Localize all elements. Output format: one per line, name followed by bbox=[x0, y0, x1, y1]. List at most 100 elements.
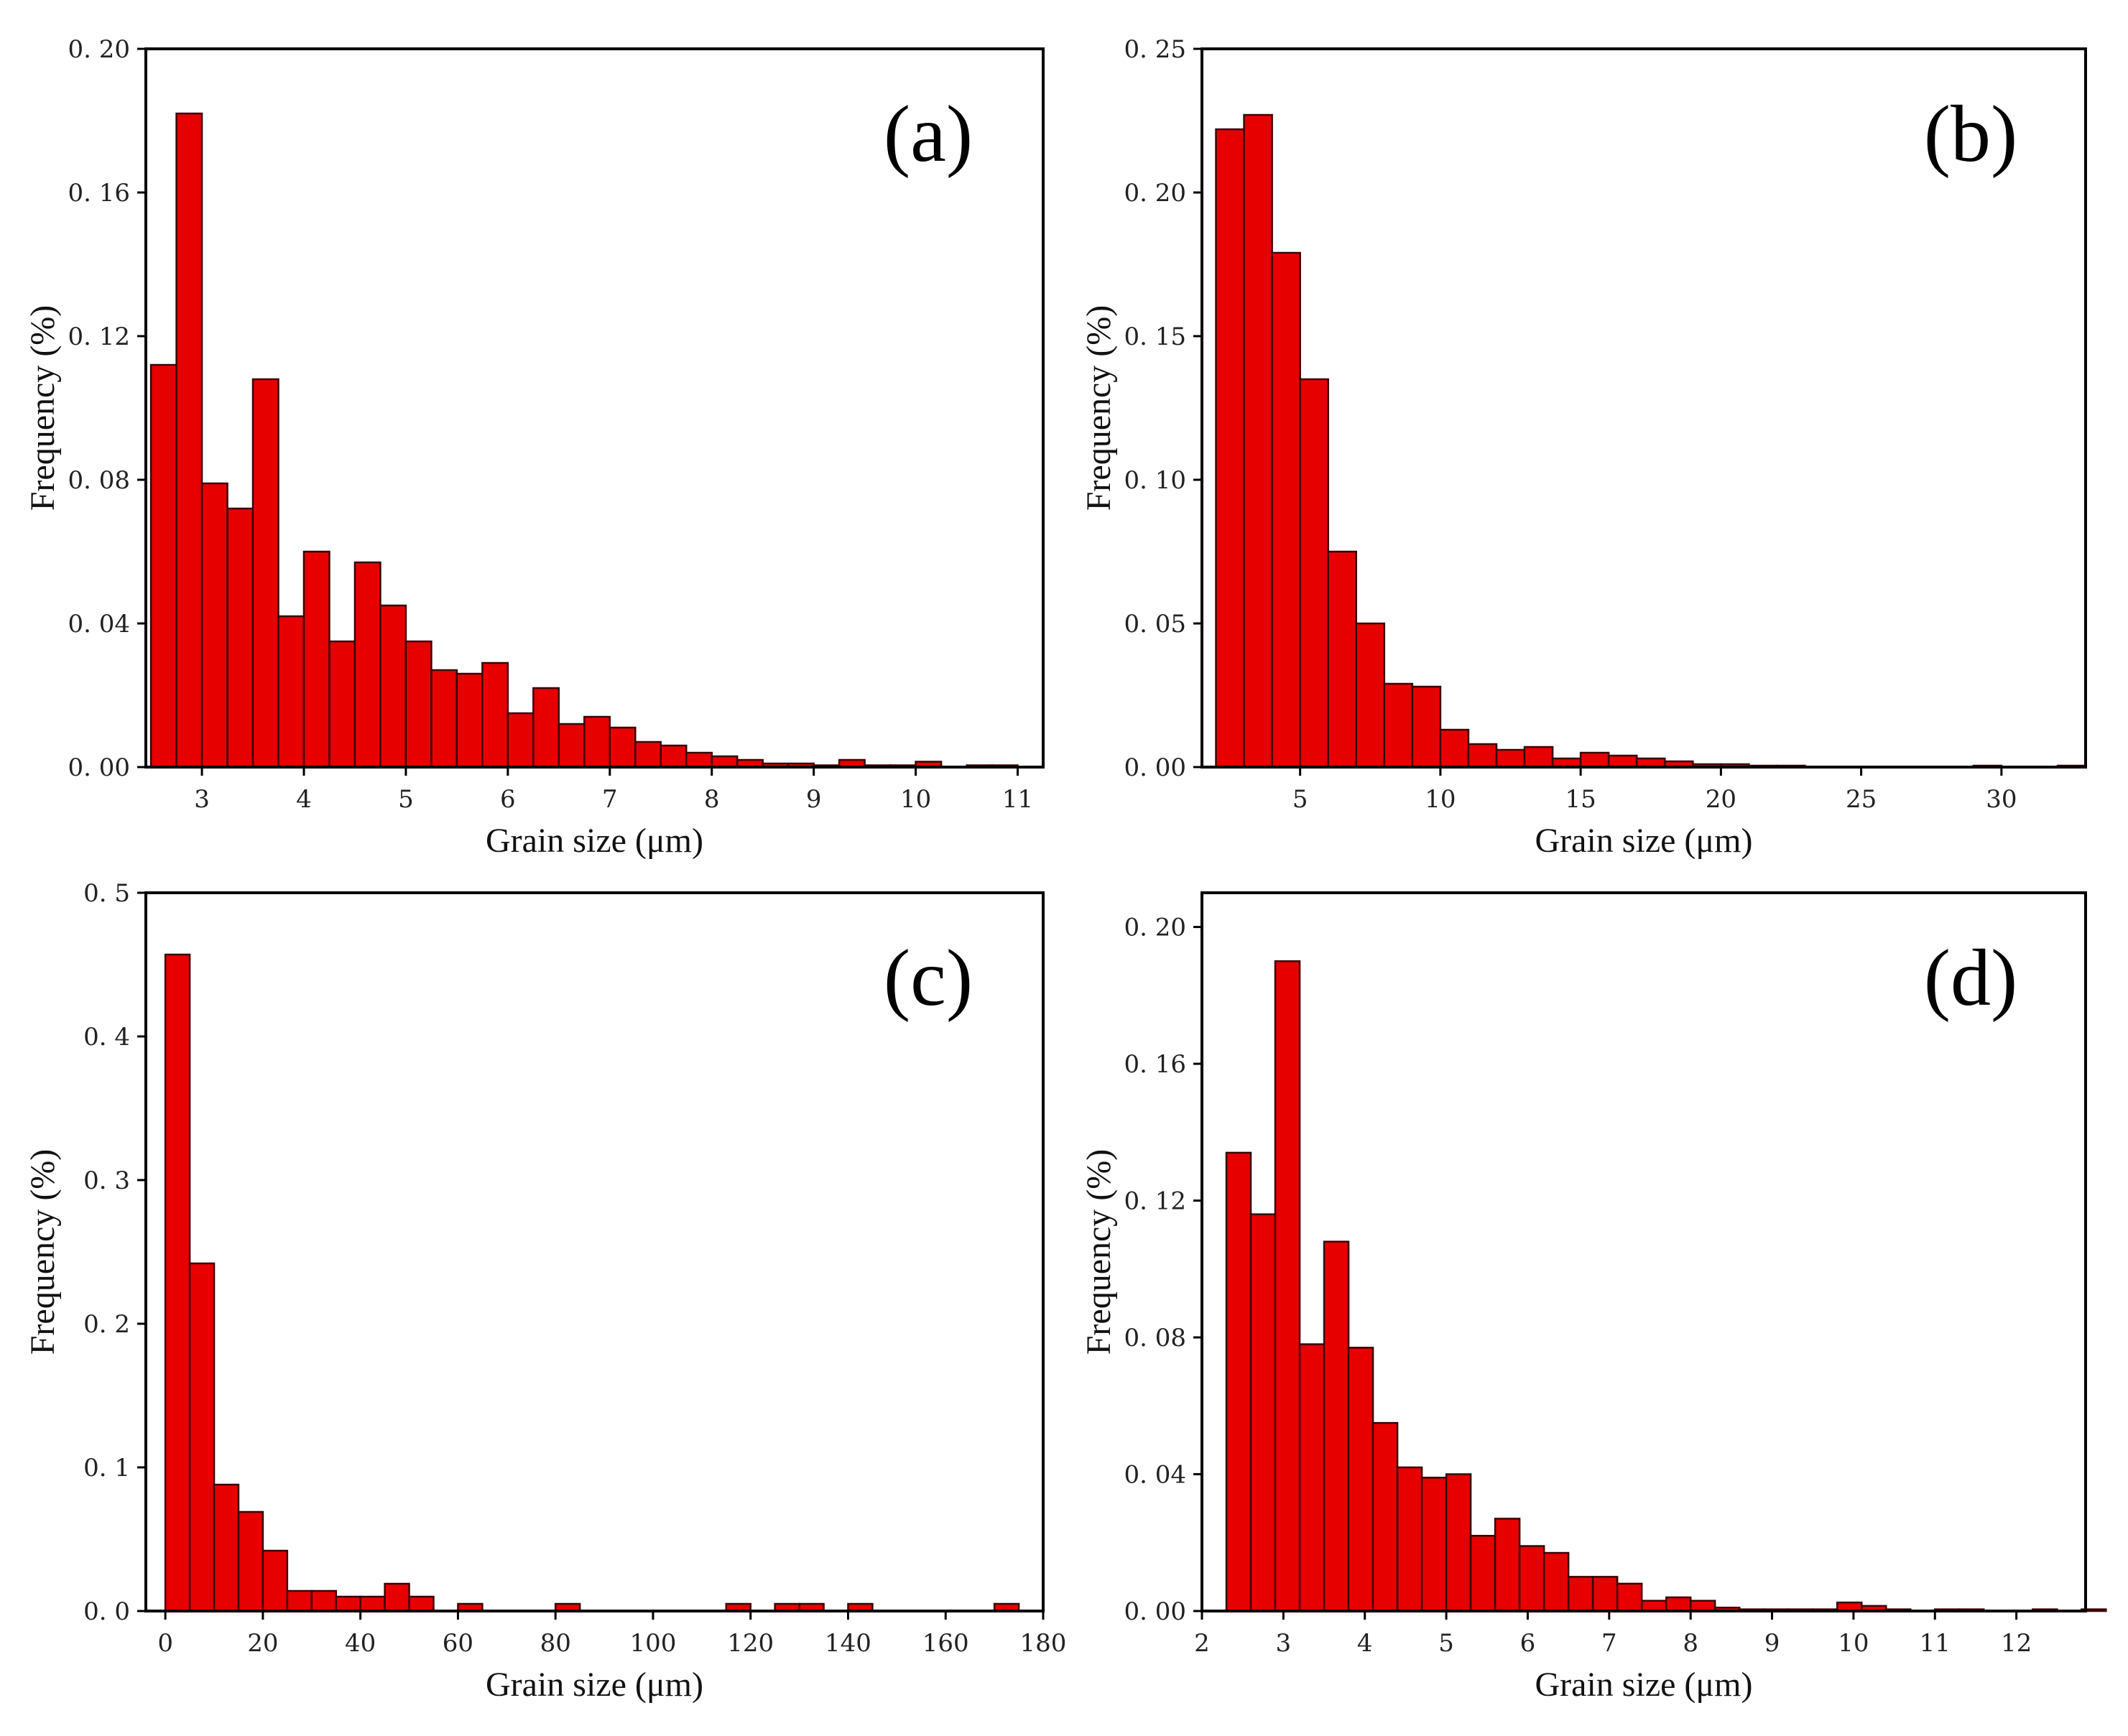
panel-c-frame bbox=[144, 891, 1045, 1612]
panel-c-y-tick-label: 0. 2 bbox=[83, 1310, 130, 1339]
panel-a-bar bbox=[660, 744, 688, 769]
panel-c-bar bbox=[286, 1589, 313, 1612]
panel-d-x-tick-label: 5 bbox=[1438, 1629, 1454, 1658]
panel-d-bar bbox=[1225, 1151, 1252, 1612]
panel-d-bar bbox=[1616, 1582, 1643, 1612]
panel-c-x-tick-label: 160 bbox=[922, 1629, 969, 1658]
panel-a-label: (a) bbox=[884, 90, 973, 179]
panel-a-y-tick-label: 0. 20 bbox=[68, 35, 130, 64]
panel-b-bar bbox=[1383, 682, 1414, 769]
panel-a-bar bbox=[685, 751, 713, 769]
panel-a-x-ticks: 3 4 5 6 7 8 9 10 11 bbox=[194, 767, 1033, 814]
panel-a-bar bbox=[404, 640, 432, 769]
panel-b-bar bbox=[1327, 550, 1358, 769]
panel-d-bar bbox=[1274, 960, 1301, 1612]
panel-c-x-axis-title: Grain size (μm) bbox=[486, 1666, 703, 1704]
panel-b-x-axis-title: Grain size (μm) bbox=[1535, 822, 1753, 860]
panel-a-x-axis-title: Grain size (μm) bbox=[486, 822, 703, 860]
panel-b-bar bbox=[1299, 378, 1329, 769]
panel-d-bar bbox=[1371, 1421, 1399, 1612]
panel-a-bar bbox=[430, 669, 458, 769]
panel-a-x-tick-label: 5 bbox=[398, 785, 414, 814]
panel-c-x-tick-label: 100 bbox=[630, 1629, 677, 1658]
panel-c-bar bbox=[335, 1595, 361, 1612]
panel-c-label: (c) bbox=[884, 934, 973, 1023]
panel-c-bar bbox=[237, 1510, 264, 1612]
panel-b-x-tick-label: 15 bbox=[1565, 785, 1596, 814]
panel-c-y-tick-label: 0. 3 bbox=[83, 1166, 130, 1195]
panel-c-x-tick-label: 40 bbox=[345, 1629, 376, 1658]
panel-a-x-tick-label: 7 bbox=[602, 785, 618, 814]
panel-a-bar bbox=[200, 482, 228, 769]
panel-b-bar bbox=[1523, 746, 1554, 769]
panel-b-x-ticks: 5 10 15 20 25 30 bbox=[1292, 767, 2017, 814]
panel-d-frame bbox=[1201, 891, 2087, 1612]
panel-a-bar bbox=[379, 604, 407, 769]
panel-a-bar bbox=[175, 112, 203, 769]
panel-d-bar bbox=[1494, 1518, 1521, 1612]
panel-a-bar bbox=[328, 640, 356, 769]
panel-a-x-tick-label: 3 bbox=[194, 785, 210, 814]
panel-a-y-tick-label: 0. 00 bbox=[68, 753, 130, 782]
panel-a-x-tick-label: 4 bbox=[296, 785, 312, 814]
panel-d-y-ticks: 0. 00 0. 04 0. 08 0. 12 0. 16 0. 20 bbox=[1124, 914, 1202, 1626]
panel-a-x-tick-label: 10 bbox=[900, 785, 931, 814]
panel-d-y-tick-label: 0. 04 bbox=[1124, 1461, 1186, 1490]
panel-b-bars bbox=[1215, 113, 2087, 769]
panel-b-y-tick-label: 0. 05 bbox=[1124, 610, 1186, 639]
panel-d-bar bbox=[1323, 1240, 1350, 1612]
panel-c-y-tick-label: 0. 1 bbox=[83, 1454, 130, 1482]
panel-d-bar bbox=[1640, 1600, 1667, 1612]
panel-a-bar bbox=[532, 687, 560, 769]
panel-c-x-tick-label: 20 bbox=[247, 1629, 278, 1658]
panel-a-y-tick-label: 0. 16 bbox=[68, 179, 130, 208]
panel-b-bar bbox=[1355, 622, 1386, 769]
panel-d-x-tick-label: 6 bbox=[1520, 1629, 1536, 1658]
panel-d-bar bbox=[1567, 1576, 1594, 1612]
panel-c-x-tick-label: 0 bbox=[157, 1629, 173, 1658]
panel-d-bar bbox=[1469, 1534, 1496, 1612]
panel-c-bar bbox=[359, 1595, 386, 1612]
panel-a: 3 4 5 6 7 8 9 10 11 0. 000. 040. 080. 120. 160. … bbox=[24, 35, 1045, 860]
panel-c-x-tick-label: 80 bbox=[540, 1629, 571, 1658]
panel-b-x-tick-label: 25 bbox=[1846, 785, 1877, 814]
panel-a-bar bbox=[711, 755, 739, 769]
panel-d-x-tick-label: 9 bbox=[1764, 1629, 1780, 1658]
panel-b-bar bbox=[1271, 251, 1301, 769]
panel-a-x-tick-label: 9 bbox=[806, 785, 822, 814]
panel-c-x-ticks: 0 20 40 60 80 100 120 140 160 180 bbox=[157, 1611, 1066, 1658]
panel-b-y-tick-label: 0. 20 bbox=[1124, 179, 1186, 208]
panel-b-bar bbox=[1215, 128, 1245, 769]
panel-b-y-tick-label: 0. 25 bbox=[1124, 35, 1186, 64]
panel-b-x-tick-label: 5 bbox=[1292, 785, 1308, 814]
panel-d-x-axis-title: Grain size (μm) bbox=[1535, 1666, 1753, 1704]
panel-d-bar bbox=[1420, 1477, 1448, 1612]
panel-d-bars bbox=[1225, 960, 2107, 1612]
panel-d-y-tick-label: 0. 16 bbox=[1124, 1050, 1186, 1079]
panel-a-bar bbox=[481, 662, 509, 769]
panel-d-x-tick-label: 12 bbox=[2001, 1629, 2032, 1658]
panel-b-frame bbox=[1201, 47, 2087, 769]
panel-a-frame bbox=[144, 47, 1045, 769]
panel-a-bar bbox=[609, 726, 637, 769]
panel-c-y-ticks: 0. 0 0. 1 0. 2 0. 3 0. 4 0. 5 bbox=[83, 879, 146, 1626]
panel-b-y-tick-label: 0. 00 bbox=[1124, 753, 1186, 782]
panel-b: 5 10 15 20 25 30 0. 000. 050. 100. 150. 200. … bbox=[1080, 35, 2087, 860]
panel-b-x-tick-label: 20 bbox=[1706, 785, 1736, 814]
panel-c-bar bbox=[384, 1582, 410, 1612]
panel-a-y-tick-label: 0. 08 bbox=[68, 466, 130, 495]
panel-d-x-tick-label: 3 bbox=[1276, 1629, 1292, 1658]
panel-d-x-ticks: 2 3 4 5 6 7 8 9 10 11 12 bbox=[1194, 1611, 2032, 1658]
panel-c-bar bbox=[262, 1549, 289, 1612]
panel-a-bar bbox=[149, 363, 177, 769]
panel-b-bar bbox=[1411, 685, 1442, 769]
panel-a-x-tick-label: 8 bbox=[704, 785, 720, 814]
panel-c-x-tick-label: 120 bbox=[727, 1629, 774, 1658]
panel-a-bar bbox=[558, 723, 586, 769]
panel-c-bar bbox=[164, 953, 191, 1612]
panel-d-x-tick-label: 7 bbox=[1601, 1629, 1617, 1658]
panel-d-x-tick-label: 8 bbox=[1683, 1629, 1698, 1658]
panel-d-y-tick-label: 0. 12 bbox=[1124, 1187, 1186, 1216]
panel-d-x-tick-label: 4 bbox=[1357, 1629, 1373, 1658]
